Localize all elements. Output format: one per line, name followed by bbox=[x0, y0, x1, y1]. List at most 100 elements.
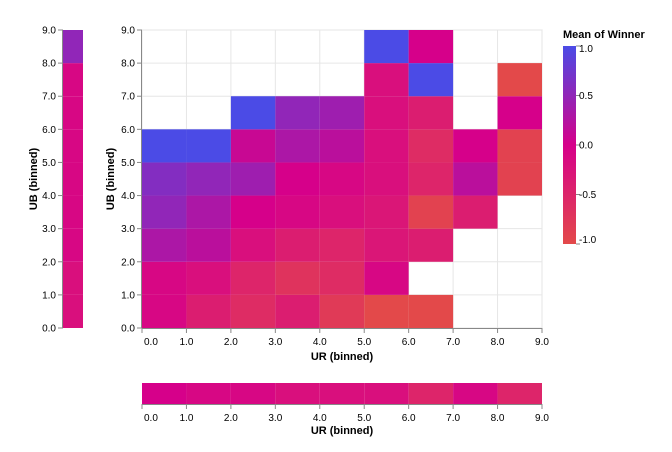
heatmap-cell bbox=[186, 129, 231, 163]
left-marginal-cell bbox=[63, 162, 83, 196]
heatmap-cell bbox=[186, 195, 231, 229]
heatmap-cell bbox=[497, 162, 542, 196]
heatmap-cell bbox=[408, 63, 454, 97]
heatmap-cell bbox=[142, 228, 187, 262]
bottom-x-tick-label: 5.0 bbox=[357, 413, 371, 424]
heatmap-cell bbox=[408, 195, 454, 229]
main-heatmap: 0.0 1.0 2.0 3.0 4.0 5.0 6.0 7.0 8.0 9.0 0.0 1.0 2.0… bbox=[105, 26, 549, 364]
bottom-x-tick-label: 3.0 bbox=[268, 413, 282, 424]
heatmap-cell bbox=[186, 162, 231, 196]
heatmap-cell bbox=[275, 294, 320, 328]
heatmap-cell bbox=[275, 195, 320, 229]
bottom-x-tick-label: 4.0 bbox=[313, 413, 327, 424]
heatmap-cell bbox=[319, 261, 365, 295]
bottom-marginal-cell bbox=[453, 383, 498, 404]
bottom-x-tick-label: 2.0 bbox=[224, 413, 238, 424]
heatmap-cell bbox=[275, 261, 320, 295]
heatmap-cell bbox=[364, 294, 409, 328]
heatmap-cell bbox=[408, 30, 454, 64]
left-marginal-cell bbox=[63, 30, 83, 64]
heatmap-cell bbox=[230, 129, 276, 163]
bottom-marginal-cell bbox=[497, 383, 542, 404]
main-cells bbox=[142, 30, 542, 328]
bottom-x-tick-label: 9.0 bbox=[535, 413, 549, 424]
heatmap-cell bbox=[408, 162, 454, 196]
bottom-marginal-cell bbox=[408, 383, 454, 404]
left-marginal-strip: 0.0 1.0 2.0 3.0 4.0 5.0 6.0 7.0 8.0 9.0 UB (binne… bbox=[28, 26, 83, 335]
x-tick-label: 2.0 bbox=[224, 337, 238, 348]
bottom-marginal-cell bbox=[230, 383, 276, 404]
bottom-marginal-cells bbox=[142, 383, 542, 404]
heatmap-cell bbox=[230, 261, 276, 295]
y-tick-label: 6.0 bbox=[121, 125, 135, 136]
heatmap-cell bbox=[142, 129, 187, 163]
x-tick-label: 6.0 bbox=[402, 337, 416, 348]
heatmap-cell bbox=[230, 294, 276, 328]
heatmap-cell bbox=[408, 294, 454, 328]
left-marginal-cell bbox=[63, 195, 83, 229]
heatmap-cell bbox=[319, 96, 365, 130]
heatmap-cell bbox=[364, 162, 409, 196]
left-marginal-cell bbox=[63, 96, 83, 130]
heatmap-cell bbox=[275, 129, 320, 163]
left-marginal-cells bbox=[63, 30, 83, 328]
heatmap-cell bbox=[408, 129, 454, 163]
left-y-tick-label: 9.0 bbox=[42, 26, 56, 37]
y-tick-label: 0.0 bbox=[121, 324, 135, 335]
left-marginal-cell bbox=[63, 228, 83, 262]
left-y-tick-label: 3.0 bbox=[42, 224, 56, 235]
legend-tick-label: 1.0 bbox=[579, 44, 593, 55]
heatmap-cell bbox=[275, 96, 320, 130]
bottom-marginal-strip: 0.0 1.0 2.0 3.0 4.0 5.0 6.0 7.0 8.0 9.0 UR (binne… bbox=[141, 383, 549, 437]
left-y-tick-label: 4.0 bbox=[42, 191, 56, 202]
bottom-x-tick-label: 0.0 bbox=[144, 413, 158, 424]
bottom-marginal-cell bbox=[364, 383, 409, 404]
y-tick-label: 4.0 bbox=[121, 191, 135, 202]
heatmap-cell bbox=[319, 195, 365, 229]
legend-title: Mean of Winner bbox=[563, 29, 646, 41]
y-tick-label: 9.0 bbox=[121, 26, 135, 37]
x-tick-label: 8.0 bbox=[491, 337, 505, 348]
main-y-axis: 0.0 1.0 2.0 3.0 4.0 5.0 6.0 7.0 8.0 9.0 bbox=[121, 26, 142, 335]
left-y-tick-label: 5.0 bbox=[42, 158, 56, 169]
legend-tick-label: 0.0 bbox=[579, 141, 593, 152]
y-tick-label: 2.0 bbox=[121, 257, 135, 268]
x-tick-label: 3.0 bbox=[268, 337, 282, 348]
bottom-marginal-cell bbox=[186, 383, 231, 404]
heatmap-cell bbox=[364, 228, 409, 262]
left-marginal-cell bbox=[63, 63, 83, 97]
heatmap-cell bbox=[230, 162, 276, 196]
heatmap-cell bbox=[142, 294, 187, 328]
left-marginal-cell bbox=[63, 294, 83, 328]
bottom-x-tick-label: 1.0 bbox=[179, 413, 193, 424]
main-x-axis-title: UR (binned) bbox=[311, 351, 374, 363]
heatmap-cell bbox=[453, 195, 498, 229]
y-tick-label: 7.0 bbox=[121, 92, 135, 103]
heatmap-cell bbox=[275, 228, 320, 262]
heatmap-cell bbox=[142, 195, 187, 229]
x-tick-label: 5.0 bbox=[357, 337, 371, 348]
legend-tick-label: -1.0 bbox=[579, 235, 597, 246]
heatmap-cell bbox=[186, 228, 231, 262]
left-y-tick-label: 8.0 bbox=[42, 59, 56, 70]
heatmap-cell bbox=[453, 129, 498, 163]
left-y-tick-label: 6.0 bbox=[42, 125, 56, 136]
main-y-axis-title: UB (binned) bbox=[105, 148, 117, 211]
heatmap-cell bbox=[364, 129, 409, 163]
bottom-x-tick-label: 7.0 bbox=[446, 413, 460, 424]
heatmap-cell bbox=[230, 195, 276, 229]
heatmap-cell bbox=[142, 261, 187, 295]
legend-tick-label: -0.5 bbox=[579, 190, 597, 201]
heatmap-cell bbox=[186, 261, 231, 295]
heatmap-cell bbox=[319, 162, 365, 196]
heatmap-cell bbox=[319, 294, 365, 328]
x-tick-label: 7.0 bbox=[446, 337, 460, 348]
bottom-marginal-cell bbox=[275, 383, 320, 404]
bottom-x-tick-label: 6.0 bbox=[402, 413, 416, 424]
heatmap-cell bbox=[319, 129, 365, 163]
left-y-axis-title: UB (binned) bbox=[28, 148, 40, 211]
heatmap-cell bbox=[319, 228, 365, 262]
x-tick-label: 4.0 bbox=[313, 337, 327, 348]
heatmap-cell bbox=[497, 96, 542, 130]
